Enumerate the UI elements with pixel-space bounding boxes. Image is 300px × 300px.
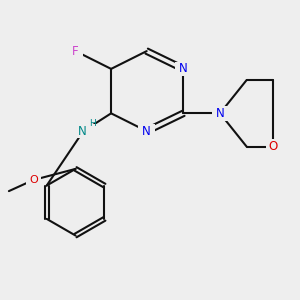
Text: O: O bbox=[29, 175, 38, 185]
Text: F: F bbox=[72, 45, 79, 58]
Bar bbox=[138, 124, 155, 138]
Text: N: N bbox=[142, 124, 151, 138]
Text: N: N bbox=[179, 62, 188, 75]
Text: N: N bbox=[78, 124, 87, 138]
Bar bbox=[212, 106, 228, 121]
Text: N: N bbox=[216, 107, 224, 120]
Bar bbox=[26, 173, 41, 187]
Bar bbox=[175, 62, 192, 76]
Text: H: H bbox=[89, 119, 96, 128]
Text: O: O bbox=[269, 140, 278, 153]
Bar bbox=[70, 124, 97, 138]
Bar bbox=[68, 44, 83, 58]
Bar bbox=[266, 140, 281, 154]
